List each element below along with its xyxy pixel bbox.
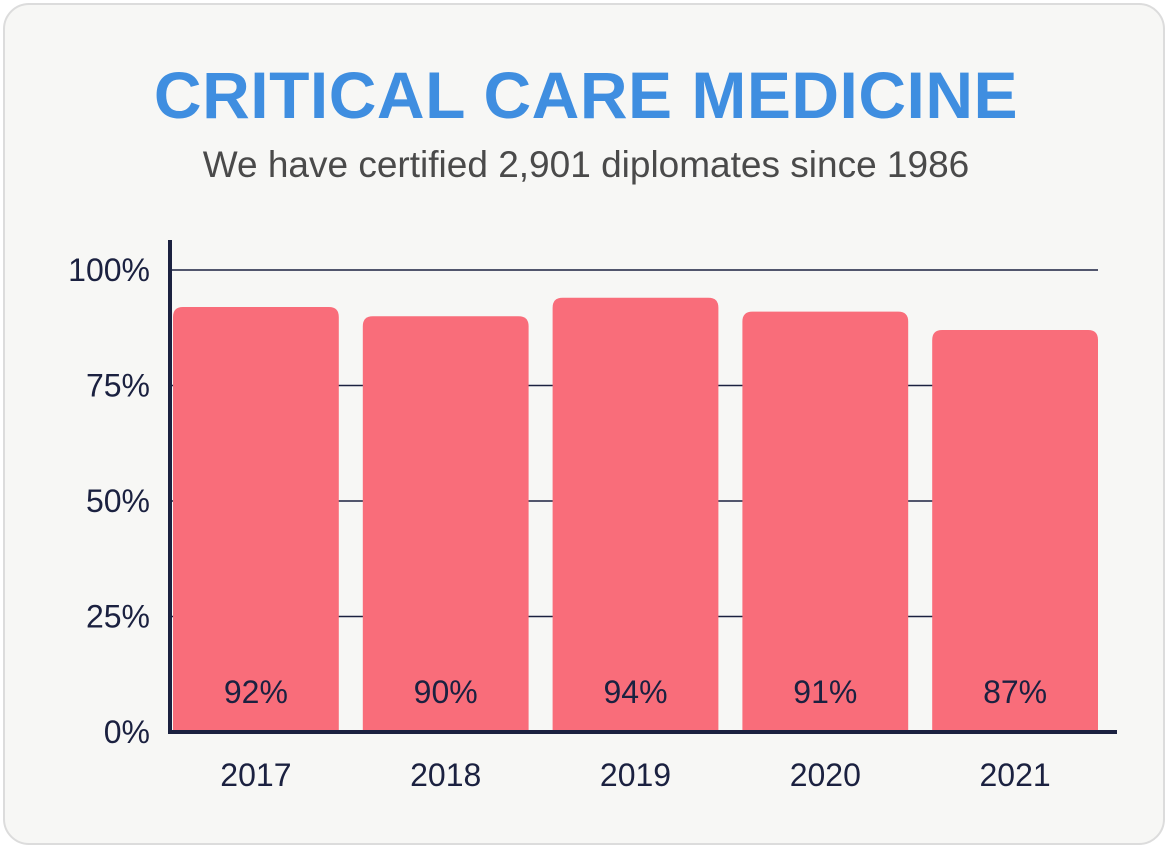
- bar-2021: [932, 330, 1098, 732]
- x-tick-label: 2019: [600, 757, 671, 793]
- y-tick-label: 100%: [68, 252, 150, 288]
- y-tick-label: 0%: [104, 714, 150, 750]
- y-tick-label: 75%: [86, 368, 150, 404]
- y-tick-label: 25%: [86, 599, 150, 635]
- y-tick-label: 50%: [86, 483, 150, 519]
- data-label: 87%: [983, 674, 1047, 710]
- data-label: 94%: [603, 674, 667, 710]
- chart-subtitle: We have certified 2,901 diplomates since…: [202, 144, 970, 185]
- x-tick-label: 2018: [410, 757, 481, 793]
- x-tick-label: 2021: [980, 757, 1051, 793]
- bar-2018: [362, 316, 529, 732]
- data-labels: 92% 90% 94% 91% 87%: [224, 674, 1047, 710]
- bar-2017: [173, 306, 339, 732]
- x-axis-ticks: 2017 2018 2019 2020 2021: [220, 757, 1050, 793]
- chart-title: CRITICAL CARE MEDICINE: [153, 58, 1019, 132]
- bar-2019: [552, 297, 719, 732]
- x-tick-label: 2017: [220, 757, 291, 793]
- data-label: 91%: [793, 674, 857, 710]
- y-axis-ticks: 0% 25% 50% 75% 100%: [68, 252, 150, 750]
- bars: [173, 297, 1098, 732]
- data-label: 90%: [414, 674, 478, 710]
- bar-2020: [742, 311, 909, 732]
- data-label: 92%: [224, 674, 288, 710]
- x-tick-label: 2020: [790, 757, 861, 793]
